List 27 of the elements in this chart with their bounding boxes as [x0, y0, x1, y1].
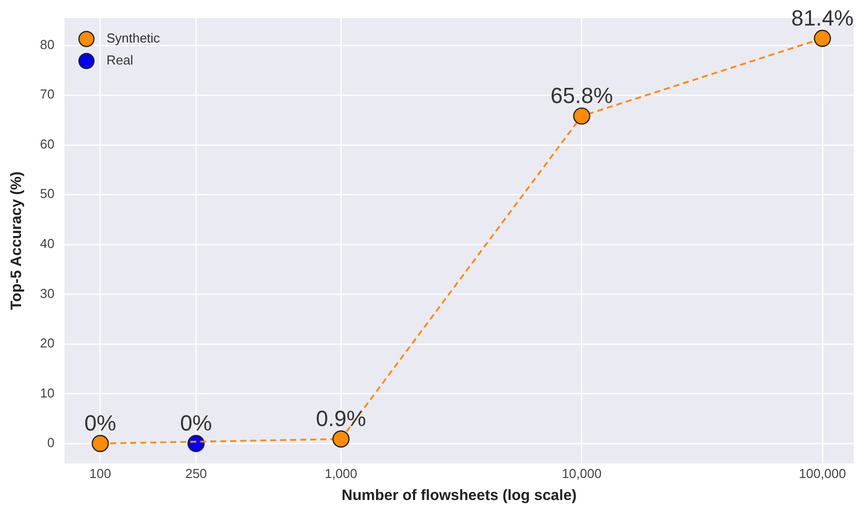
data-label: 81.4% — [791, 5, 854, 30]
x-tick-label: 10,000 — [562, 466, 602, 481]
legend-label: Real — [106, 52, 134, 68]
legend-label: Synthetic — [106, 30, 160, 46]
data-label: 65.8% — [550, 83, 613, 108]
point — [814, 30, 832, 48]
point — [573, 107, 590, 125]
y-tick-label: 40 — [40, 236, 54, 252]
y-tick-label: 20 — [40, 336, 54, 351]
point — [332, 430, 350, 448]
data-label: 0% — [84, 410, 116, 436]
x-tick-label: 100 — [89, 466, 112, 481]
x-tick-label: 250 — [185, 466, 207, 481]
x-axis-title: Number of flowsheets (log scale) — [342, 487, 577, 504]
y-tick-label: 10 — [40, 385, 54, 400]
data-label: 0.9% — [316, 406, 366, 432]
y-tick-label: 70 — [40, 86, 54, 102]
y-tick-label: 30 — [40, 286, 54, 301]
y-axis-title: Top-5 Accuracy (%) — [8, 172, 26, 310]
y-tick-label: 0 — [47, 435, 54, 450]
point — [92, 434, 109, 452]
x-tick-label: 1,000 — [324, 466, 358, 481]
y-tick-label: 80 — [40, 36, 54, 52]
y-tick-label: 60 — [40, 136, 54, 152]
x-tick-label: 100,000 — [798, 466, 846, 481]
data-label: 0% — [180, 410, 212, 436]
y-tick-label: 50 — [40, 186, 54, 202]
